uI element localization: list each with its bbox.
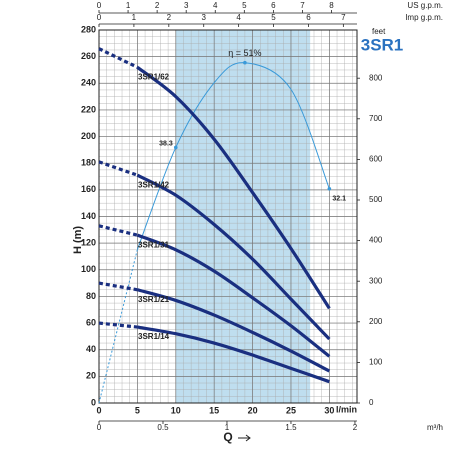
efficiency-label: 32.1 (332, 196, 346, 203)
y-tick-label: 240 (81, 78, 96, 88)
y-tick-label: 280 (81, 24, 96, 34)
secondary-tick-label: 500 (369, 195, 383, 204)
secondary-tick-label: 0 (369, 398, 374, 407)
line-dashed (98, 249, 138, 404)
y-tick-label: 120 (81, 238, 96, 248)
secondary-axis-label: Imp g.p.m. (405, 13, 443, 22)
secondary-tick-label: 0 (97, 13, 102, 22)
secondary-tick-label: 5 (242, 1, 247, 10)
line-dashed (98, 281, 138, 292)
chart-title: 3SR1 (361, 35, 404, 54)
line (136, 288, 331, 373)
secondary-tick-label: 1 (132, 13, 137, 22)
secondary-tick-label: 3 (184, 1, 189, 10)
y-tick-label: 160 (81, 184, 96, 194)
y-tick-label: 60 (86, 317, 96, 327)
y-tick-label: 100 (81, 264, 96, 274)
x-tick-label: 30 (324, 405, 334, 415)
secondary-tick-label: 2 (167, 13, 172, 22)
secondary-tick-label: 3 (201, 13, 206, 22)
line-dashed (98, 321, 138, 329)
secondary-tick-label: 8 (329, 1, 334, 10)
x-tick-label: 20 (248, 405, 258, 415)
series-label: 3SR1/14 (138, 332, 170, 341)
x-tick-label: 5 (135, 405, 140, 415)
secondary-tick-label: 2 (155, 1, 160, 10)
y-tick-label: 260 (81, 51, 96, 61)
series-label: 3SR1/42 (138, 180, 170, 189)
line (136, 66, 331, 310)
secondary-axis-label: m³/h (427, 423, 443, 432)
series-label: 3SR1/21 (138, 295, 170, 304)
efficiency-point (243, 60, 247, 65)
secondary-tick-label: 1 (126, 1, 131, 10)
secondary-tick-label: 1 (225, 423, 230, 432)
y-tick-label: 220 (81, 104, 96, 114)
secondary-tick-label: 6 (271, 1, 276, 10)
line-dashed (98, 224, 138, 237)
secondary-tick-label: 300 (369, 276, 383, 285)
efficiency-point (327, 187, 332, 191)
x-tick-label: 25 (286, 405, 296, 415)
efficiency-label: η = 51% (228, 48, 261, 58)
efficiency-point (173, 145, 178, 150)
arrow (238, 434, 251, 442)
series-label: 3SR1/31 (138, 240, 170, 249)
efficiency-label: 38.3 (159, 140, 173, 147)
plot-frame (98, 29, 358, 404)
y-tick-label: 200 (81, 131, 96, 141)
secondary-tick-label: 100 (369, 358, 383, 367)
y-tick-label: 40 (86, 344, 96, 354)
y-tick-label: 180 (81, 158, 96, 168)
secondary-tick-label: 0.5 (157, 423, 169, 432)
series-label: 3SR1/62 (138, 72, 170, 81)
line-dashed (98, 47, 139, 69)
secondary-tick-label: 0 (97, 1, 102, 10)
secondary-axis-label: US g.p.m. (407, 1, 443, 10)
line (136, 173, 331, 341)
secondary-tick-label: 4 (213, 1, 218, 10)
secondary-tick-label: 200 (369, 317, 383, 326)
secondary-tick-label: 400 (369, 236, 383, 245)
secondary-tick-label: 6 (306, 13, 311, 22)
x-axis-label: Q (223, 430, 232, 444)
x-tick-label: 15 (209, 405, 219, 415)
secondary-tick-label: 7 (300, 1, 305, 10)
line (137, 325, 330, 384)
y-tick-label: 20 (86, 371, 96, 381)
line (136, 62, 330, 250)
secondary-tick-label: 700 (369, 114, 383, 123)
line-dashed (98, 160, 138, 177)
y-axis-label: H (m) (72, 226, 84, 254)
secondary-axis-label: feet (372, 27, 386, 36)
x-unit-label: l/min (336, 404, 357, 414)
y-tick-label: 0 (91, 397, 96, 407)
secondary-tick-label: 7 (341, 13, 346, 22)
y-tick-label: 140 (81, 211, 96, 221)
secondary-tick-label: 4 (236, 13, 241, 22)
secondary-tick-label: 2 (353, 423, 358, 432)
secondary-tick-label: 5 (271, 13, 276, 22)
x-tick-label: 10 (171, 405, 181, 415)
secondary-tick-label: 0 (97, 423, 102, 432)
secondary-tick-label: 600 (369, 155, 383, 164)
x-tick-label: 0 (96, 405, 101, 415)
y-tick-label: 80 (86, 291, 96, 301)
line (136, 233, 331, 358)
secondary-tick-label: 800 (369, 73, 383, 82)
secondary-tick-label: 1.5 (285, 423, 297, 432)
